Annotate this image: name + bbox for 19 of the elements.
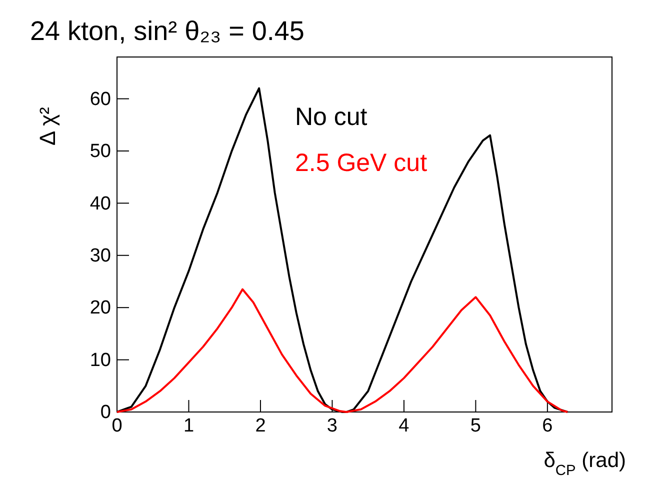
y-tick-label: 30 — [90, 245, 111, 266]
y-axis-title: Δ χ² — [35, 107, 60, 146]
x-tick-label: 4 — [398, 415, 410, 436]
y-tick-label: 0 — [100, 402, 111, 424]
x-tick-label: 5 — [470, 415, 481, 436]
x-tick-label: 1 — [183, 415, 194, 436]
x-tick-label: 2 — [255, 415, 266, 436]
x-tick-label: 3 — [326, 415, 338, 436]
y-tick-label: 50 — [90, 141, 111, 162]
y-tick-label: 20 — [90, 298, 111, 319]
x-axis-title: δ$_{CP}$ (rad) — [544, 449, 626, 479]
series-label: No cut — [295, 103, 368, 131]
x-tick-label: 6 — [542, 415, 553, 436]
chart-title: 24 kton, sin² θ₂₃ = 0.45 — [30, 16, 304, 46]
y-tick-label: 40 — [90, 193, 111, 214]
y-tick-label: 10 — [90, 350, 111, 371]
line-series — [116, 288, 569, 413]
y-tick-label: 60 — [90, 88, 111, 110]
text: 2.5 GeV cut — [295, 149, 428, 177]
